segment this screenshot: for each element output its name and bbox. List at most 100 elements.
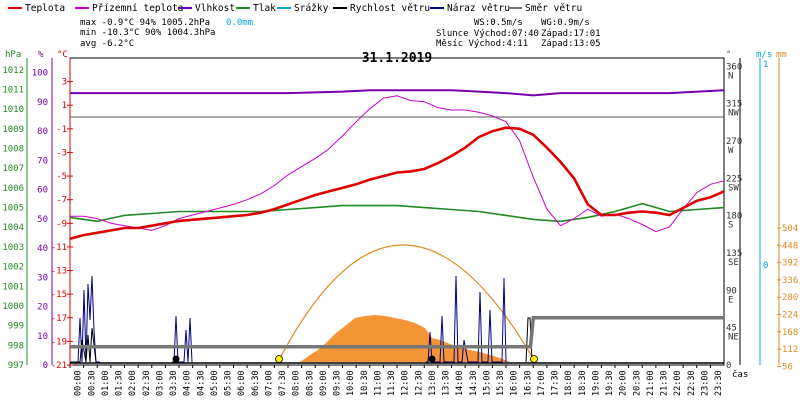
pressure-tick: 1004 — [2, 223, 24, 233]
humidity-tick: 30 — [37, 273, 48, 283]
stats-avg: avg -6.2°C — [80, 39, 134, 49]
temp-tick: -11 — [51, 243, 67, 253]
legend-label: Směr větru — [525, 3, 582, 14]
humidity-tick: 90 — [37, 98, 48, 108]
x-tick: 21:00 — [646, 370, 656, 396]
dir-label: S — [728, 221, 733, 231]
x-tick: 20:30 — [632, 370, 642, 396]
pressure-tick: 1009 — [2, 125, 24, 135]
pressure-tick: 999 — [8, 322, 24, 332]
temp-tick: -17 — [51, 314, 67, 324]
x-tick: 11:30 — [387, 370, 397, 396]
x-tick: 10:00 — [346, 370, 356, 396]
axis-unit-ms: m/s — [756, 50, 772, 60]
series-wind-direction — [70, 315, 724, 349]
stats-min: min -10.3°C 90% 1004.3hPa — [80, 28, 215, 38]
mm-tick: 392 — [782, 259, 798, 269]
stats-sun-set: Západ:17:01 — [541, 29, 601, 39]
stats-wg: WG:0.9m/s — [541, 18, 590, 28]
pressure-tick: 1000 — [2, 302, 24, 312]
stats-sun-rise: Slunce Východ:07:40 — [436, 29, 539, 39]
sun-arc — [278, 244, 535, 361]
x-tick: 03:00 — [155, 370, 165, 396]
dir-tick: 315 — [726, 100, 742, 110]
pressure-tick: 1005 — [2, 204, 24, 214]
x-tick: 13:30 — [442, 370, 452, 396]
temp-tick: -1 — [56, 125, 67, 135]
x-tick: 11:00 — [373, 370, 383, 396]
stats-moon-set: Západ:13:05 — [541, 39, 601, 49]
stats-moon-rise: Měsíc Východ:4:11 — [436, 39, 528, 49]
pressure-tick: 997 — [8, 361, 24, 371]
pressure-tick: 1011 — [2, 85, 24, 95]
humidity-tick: 70 — [37, 156, 48, 166]
x-tick: 22:00 — [673, 370, 683, 396]
legend: Teplota Přízemní teplota Vlhkost Tlak Sr… — [8, 3, 582, 14]
x-tick: 02:00 — [128, 370, 138, 396]
mm-tick: 336 — [782, 276, 798, 286]
x-tick: 19:30 — [605, 370, 615, 396]
x-tick: 18:00 — [564, 370, 574, 396]
dir-label: NE — [728, 333, 739, 343]
x-tick: 18:30 — [578, 370, 588, 396]
temp-tick: 3 — [62, 78, 67, 88]
x-tick: 03:30 — [169, 370, 179, 396]
mm-tick: 168 — [782, 328, 798, 338]
series-ground-temperature — [70, 95, 725, 233]
mm-tick: 56 — [782, 362, 793, 372]
moon-marker — [172, 355, 180, 363]
dir-tick: 0 — [726, 361, 731, 371]
pressure-tick: 1006 — [2, 184, 24, 194]
mm-tick: 280 — [782, 293, 798, 303]
humidity-tick: 20 — [37, 303, 48, 313]
wind-gusts — [70, 275, 533, 363]
x-tick: 16:30 — [523, 370, 533, 396]
humidity-tick: 80 — [37, 127, 48, 137]
legend-label: Teplota — [25, 3, 65, 14]
legend-label: Srážky — [294, 3, 329, 14]
pressure-tick: 1008 — [2, 145, 24, 155]
x-tick: 09:00 — [319, 370, 329, 396]
x-tick: 07:00 — [264, 370, 274, 396]
pressure-tick: 1003 — [2, 243, 24, 253]
dir-tick: 360 — [726, 62, 742, 72]
x-tick: 17:00 — [537, 370, 547, 396]
series-humidity — [70, 89, 725, 97]
x-tick: 14:00 — [455, 370, 465, 396]
stats-rain: 0.0mm — [226, 18, 253, 28]
humidity-tick: 50 — [37, 215, 48, 225]
humidity-tick: 100 — [32, 69, 48, 79]
moon-marker — [428, 355, 436, 363]
x-tick: 10:30 — [360, 370, 370, 396]
pressure-tick: 1010 — [2, 105, 24, 115]
temp-tick: -7 — [56, 196, 67, 206]
dir-label: N — [728, 71, 733, 81]
dir-tick: 135 — [726, 249, 742, 259]
humidity-tick: 60 — [37, 186, 48, 196]
ms-tick: 0 — [763, 261, 768, 271]
x-tick: 20:00 — [619, 370, 629, 396]
series-layer — [69, 89, 725, 364]
stats-ws: WS:0.5m/s — [474, 18, 523, 28]
ms-tick: 1 — [763, 60, 768, 70]
humidity-tick: 10 — [37, 332, 48, 342]
dir-tick: 90 — [726, 286, 737, 296]
x-tick: 02:30 — [142, 370, 152, 396]
x-tick: 15:30 — [496, 370, 506, 396]
temp-tick: -13 — [51, 267, 67, 277]
axis-unit-pct: % — [38, 50, 44, 60]
axis-unit-hpa: hPa — [5, 50, 21, 60]
legend-label: Tlak — [253, 3, 276, 14]
x-tick: 04:00 — [183, 370, 193, 396]
legend-label: Rychlost větru — [350, 3, 430, 14]
series-pressure — [69, 202, 725, 223]
x-tick: 16:00 — [510, 370, 520, 396]
x-tick: 08:30 — [305, 370, 315, 396]
mm-tick: 112 — [782, 345, 798, 355]
x-tick: 00:00 — [74, 370, 84, 396]
x-tick: 13:00 — [428, 370, 438, 396]
temp-tick: -9 — [56, 219, 67, 229]
x-tick: 19:00 — [591, 370, 601, 396]
temp-tick: -3 — [56, 148, 67, 158]
